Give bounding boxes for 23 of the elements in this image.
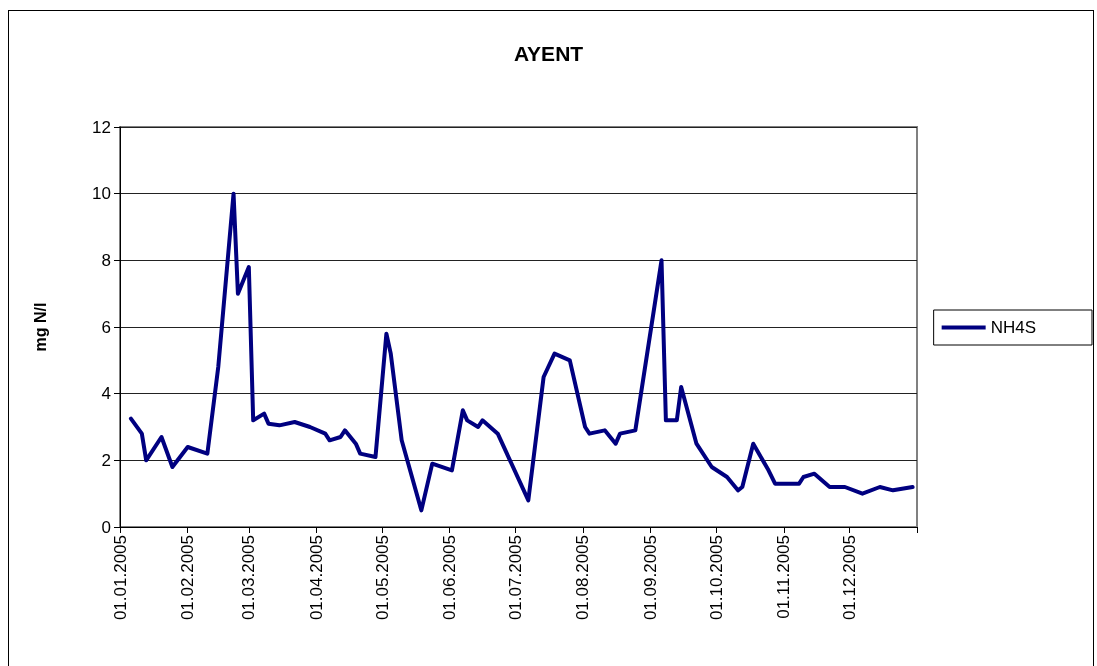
x-tick-label: 01.01.2005 [110,535,130,621]
y-tick-label: 12 [92,117,111,137]
y-tick-label: 4 [101,384,111,404]
x-tick-label: 01.05.2005 [372,535,392,621]
y-tick-label: 10 [92,184,111,204]
x-tick-label: 01.03.2005 [239,535,259,621]
y-tick-label: 6 [101,317,111,337]
x-tick-label: 01.09.2005 [641,535,661,621]
y-tick-label: 0 [101,517,111,537]
x-tick-label: 01.02.2005 [178,535,198,621]
y-axis-title: mg N/l [31,302,49,352]
x-tick-label: 01.12.2005 [839,535,859,621]
y-tick-label: 8 [101,250,111,270]
y-tick-label: 2 [101,450,111,470]
line-series [128,191,915,513]
x-tick-label: 01.06.2005 [440,535,460,621]
x-tick-label: 01.11.2005 [774,535,794,619]
x-tick-label: 01.08.2005 [573,535,593,621]
chart-title: AYENT [513,42,584,65]
x-tick-label: 01.04.2005 [307,535,327,621]
x-tick-label: 01.07.2005 [505,535,525,621]
x-tick-label: 01.10.2005 [706,535,726,621]
legend-label: NH4S [990,318,1037,337]
